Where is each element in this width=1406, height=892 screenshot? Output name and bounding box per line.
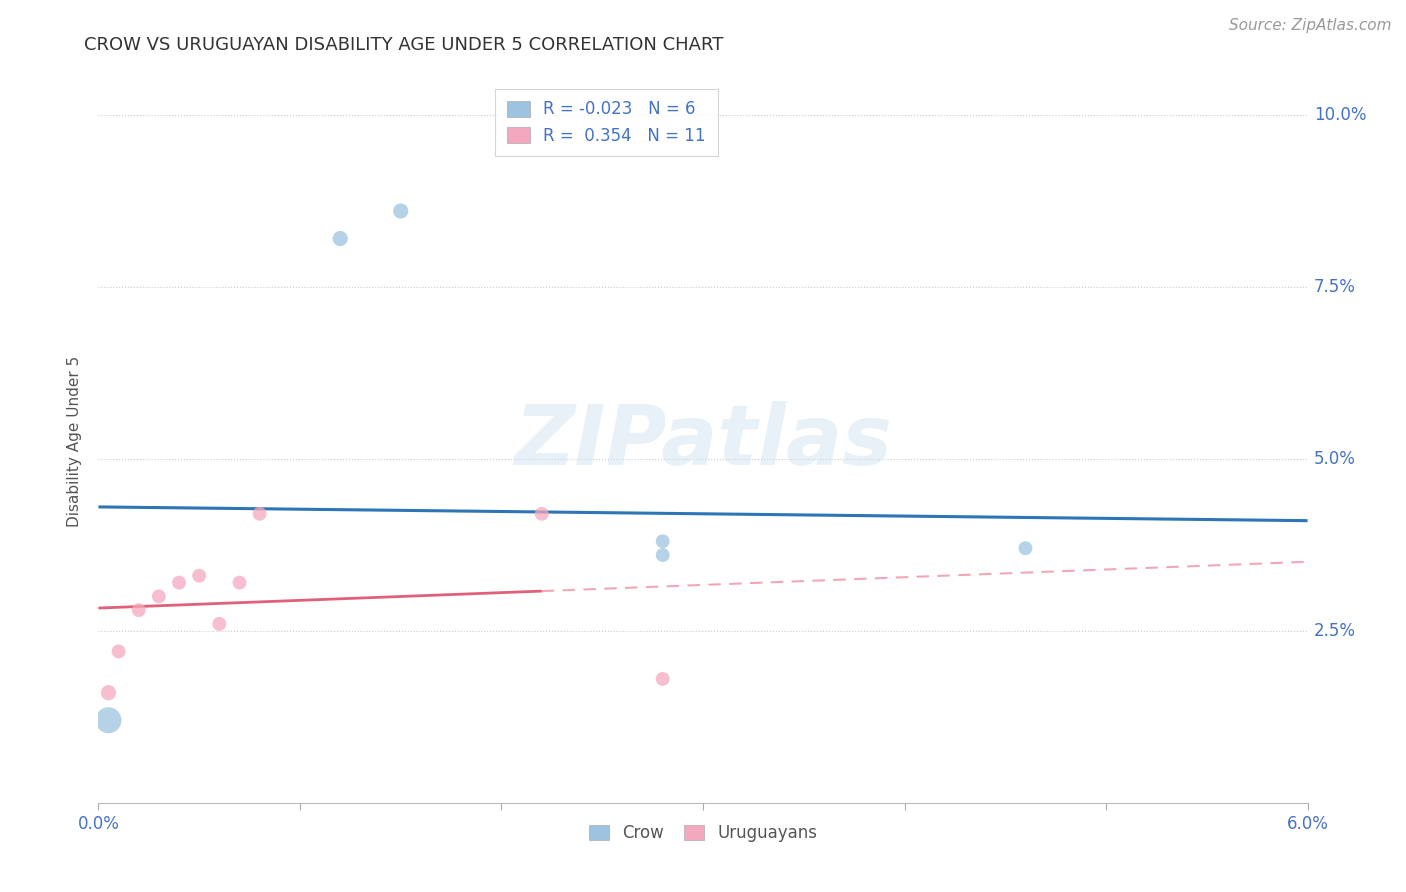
Text: 7.5%: 7.5%	[1313, 277, 1355, 296]
Point	[651, 534, 673, 549]
Text: 10.0%: 10.0%	[1313, 105, 1367, 124]
Point	[389, 204, 412, 219]
Point	[97, 713, 120, 727]
Point	[148, 590, 170, 604]
Point	[1014, 541, 1036, 556]
Point	[228, 575, 250, 590]
Point	[249, 507, 271, 521]
Y-axis label: Disability Age Under 5: Disability Age Under 5	[67, 356, 83, 527]
Text: 2.5%: 2.5%	[1313, 622, 1355, 640]
Point	[208, 616, 231, 631]
Point	[107, 644, 129, 658]
Point	[97, 686, 120, 700]
Point	[651, 548, 673, 562]
Point	[128, 603, 150, 617]
Text: CROW VS URUGUAYAN DISABILITY AGE UNDER 5 CORRELATION CHART: CROW VS URUGUAYAN DISABILITY AGE UNDER 5…	[84, 36, 724, 54]
Point	[530, 507, 553, 521]
Point	[167, 575, 190, 590]
Text: Source: ZipAtlas.com: Source: ZipAtlas.com	[1229, 18, 1392, 33]
Text: ZIPatlas: ZIPatlas	[515, 401, 891, 482]
Text: 5.0%: 5.0%	[1313, 450, 1355, 467]
Legend: Crow, Uruguayans: Crow, Uruguayans	[582, 817, 824, 848]
Point	[188, 568, 211, 582]
Point	[651, 672, 673, 686]
Point	[329, 231, 352, 245]
